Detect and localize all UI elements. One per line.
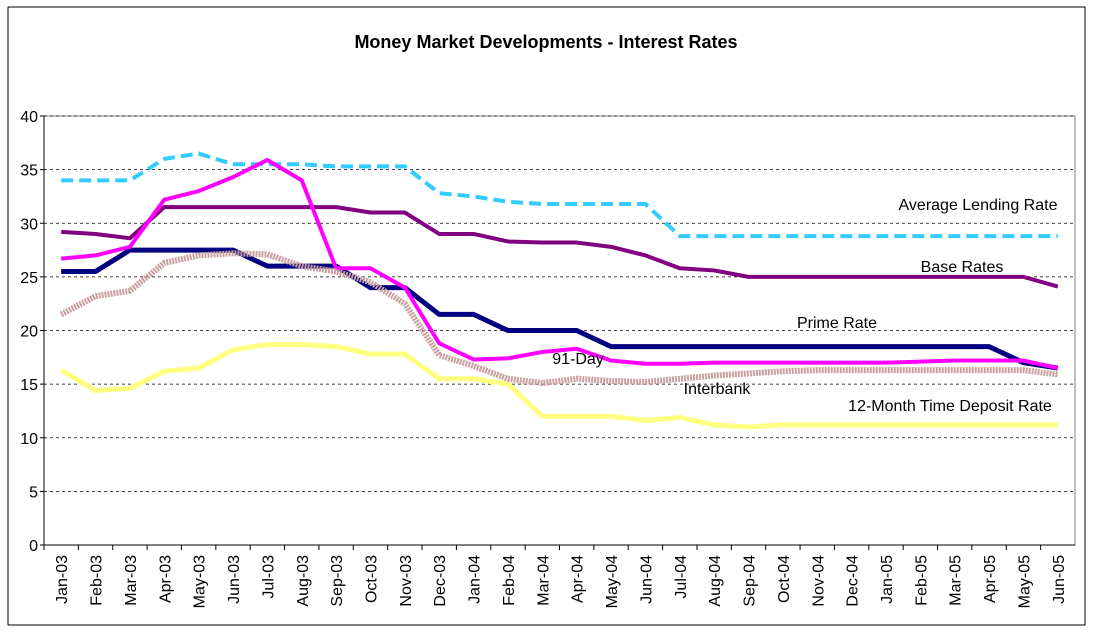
x-tick-label: Feb-03 — [89, 555, 106, 606]
series-line — [61, 247, 1059, 371]
x-tick-label: Mar-05 — [948, 555, 965, 606]
x-tick-label: Nov-04 — [810, 555, 827, 607]
y-tick-label: 25 — [20, 270, 38, 287]
y-tick-label: 5 — [29, 484, 38, 501]
x-tick-label: Apr-04 — [570, 555, 587, 603]
x-tick-label: Oct-04 — [776, 555, 793, 603]
series-line — [59, 341, 1058, 430]
series-label: 12-Month Time Deposit Rate — [848, 398, 1052, 415]
y-tick-label: 40 — [20, 109, 38, 126]
x-tick-label: May-05 — [1016, 555, 1033, 608]
x-tick-label: Aug-03 — [295, 555, 312, 607]
chart-title: Money Market Developments - Interest Rat… — [354, 32, 737, 52]
series-label: 91-Day — [552, 351, 604, 368]
series-label: Prime Rate — [797, 315, 877, 332]
x-tick-label: May-03 — [192, 555, 209, 608]
series-label: Base Rates — [921, 259, 1004, 276]
series-line — [60, 157, 1059, 370]
y-tick-label: 35 — [20, 163, 38, 180]
series-label: Interbank — [684, 381, 752, 398]
x-tick-label: Sep-04 — [742, 555, 759, 607]
x-tick-label: May-04 — [604, 555, 621, 608]
x-tick-label: Jan-03 — [54, 555, 71, 604]
x-tick-label: Jul-04 — [673, 555, 690, 599]
series-line — [59, 250, 1059, 387]
x-tick-label: Dec-03 — [432, 555, 449, 607]
y-tick-label: 10 — [20, 431, 38, 448]
x-tick-label: Jul-03 — [260, 555, 277, 599]
y-tick-label: 20 — [20, 324, 38, 341]
x-tick-label: Apr-03 — [157, 555, 174, 603]
x-tick-label: Apr-05 — [982, 555, 999, 603]
x-tick-label: Jun-03 — [226, 555, 243, 604]
x-tick-label: Nov-03 — [398, 555, 415, 607]
x-tick-label: Feb-05 — [913, 555, 930, 606]
y-tick-label: 30 — [20, 216, 38, 233]
x-tick-label: Oct-03 — [363, 555, 380, 603]
x-tick-label: Jan-04 — [467, 555, 484, 604]
x-tick-label: Mar-04 — [535, 555, 552, 606]
x-tick-label: Dec-04 — [845, 555, 862, 607]
x-tick-label: Sep-03 — [329, 555, 346, 607]
x-tick-label: Jun-05 — [1051, 555, 1068, 604]
x-tick-label: Mar-03 — [123, 555, 140, 606]
x-tick-label: Jun-04 — [638, 555, 655, 604]
x-tick-label: Feb-04 — [501, 555, 518, 606]
series-line — [61, 205, 1059, 289]
series-label: Average Lending Rate — [899, 197, 1058, 214]
x-tick-label: Aug-04 — [707, 555, 724, 607]
x-tick-label: Jan-05 — [879, 555, 896, 604]
y-tick-label: 15 — [20, 377, 38, 394]
y-tick-label: 0 — [29, 538, 38, 555]
